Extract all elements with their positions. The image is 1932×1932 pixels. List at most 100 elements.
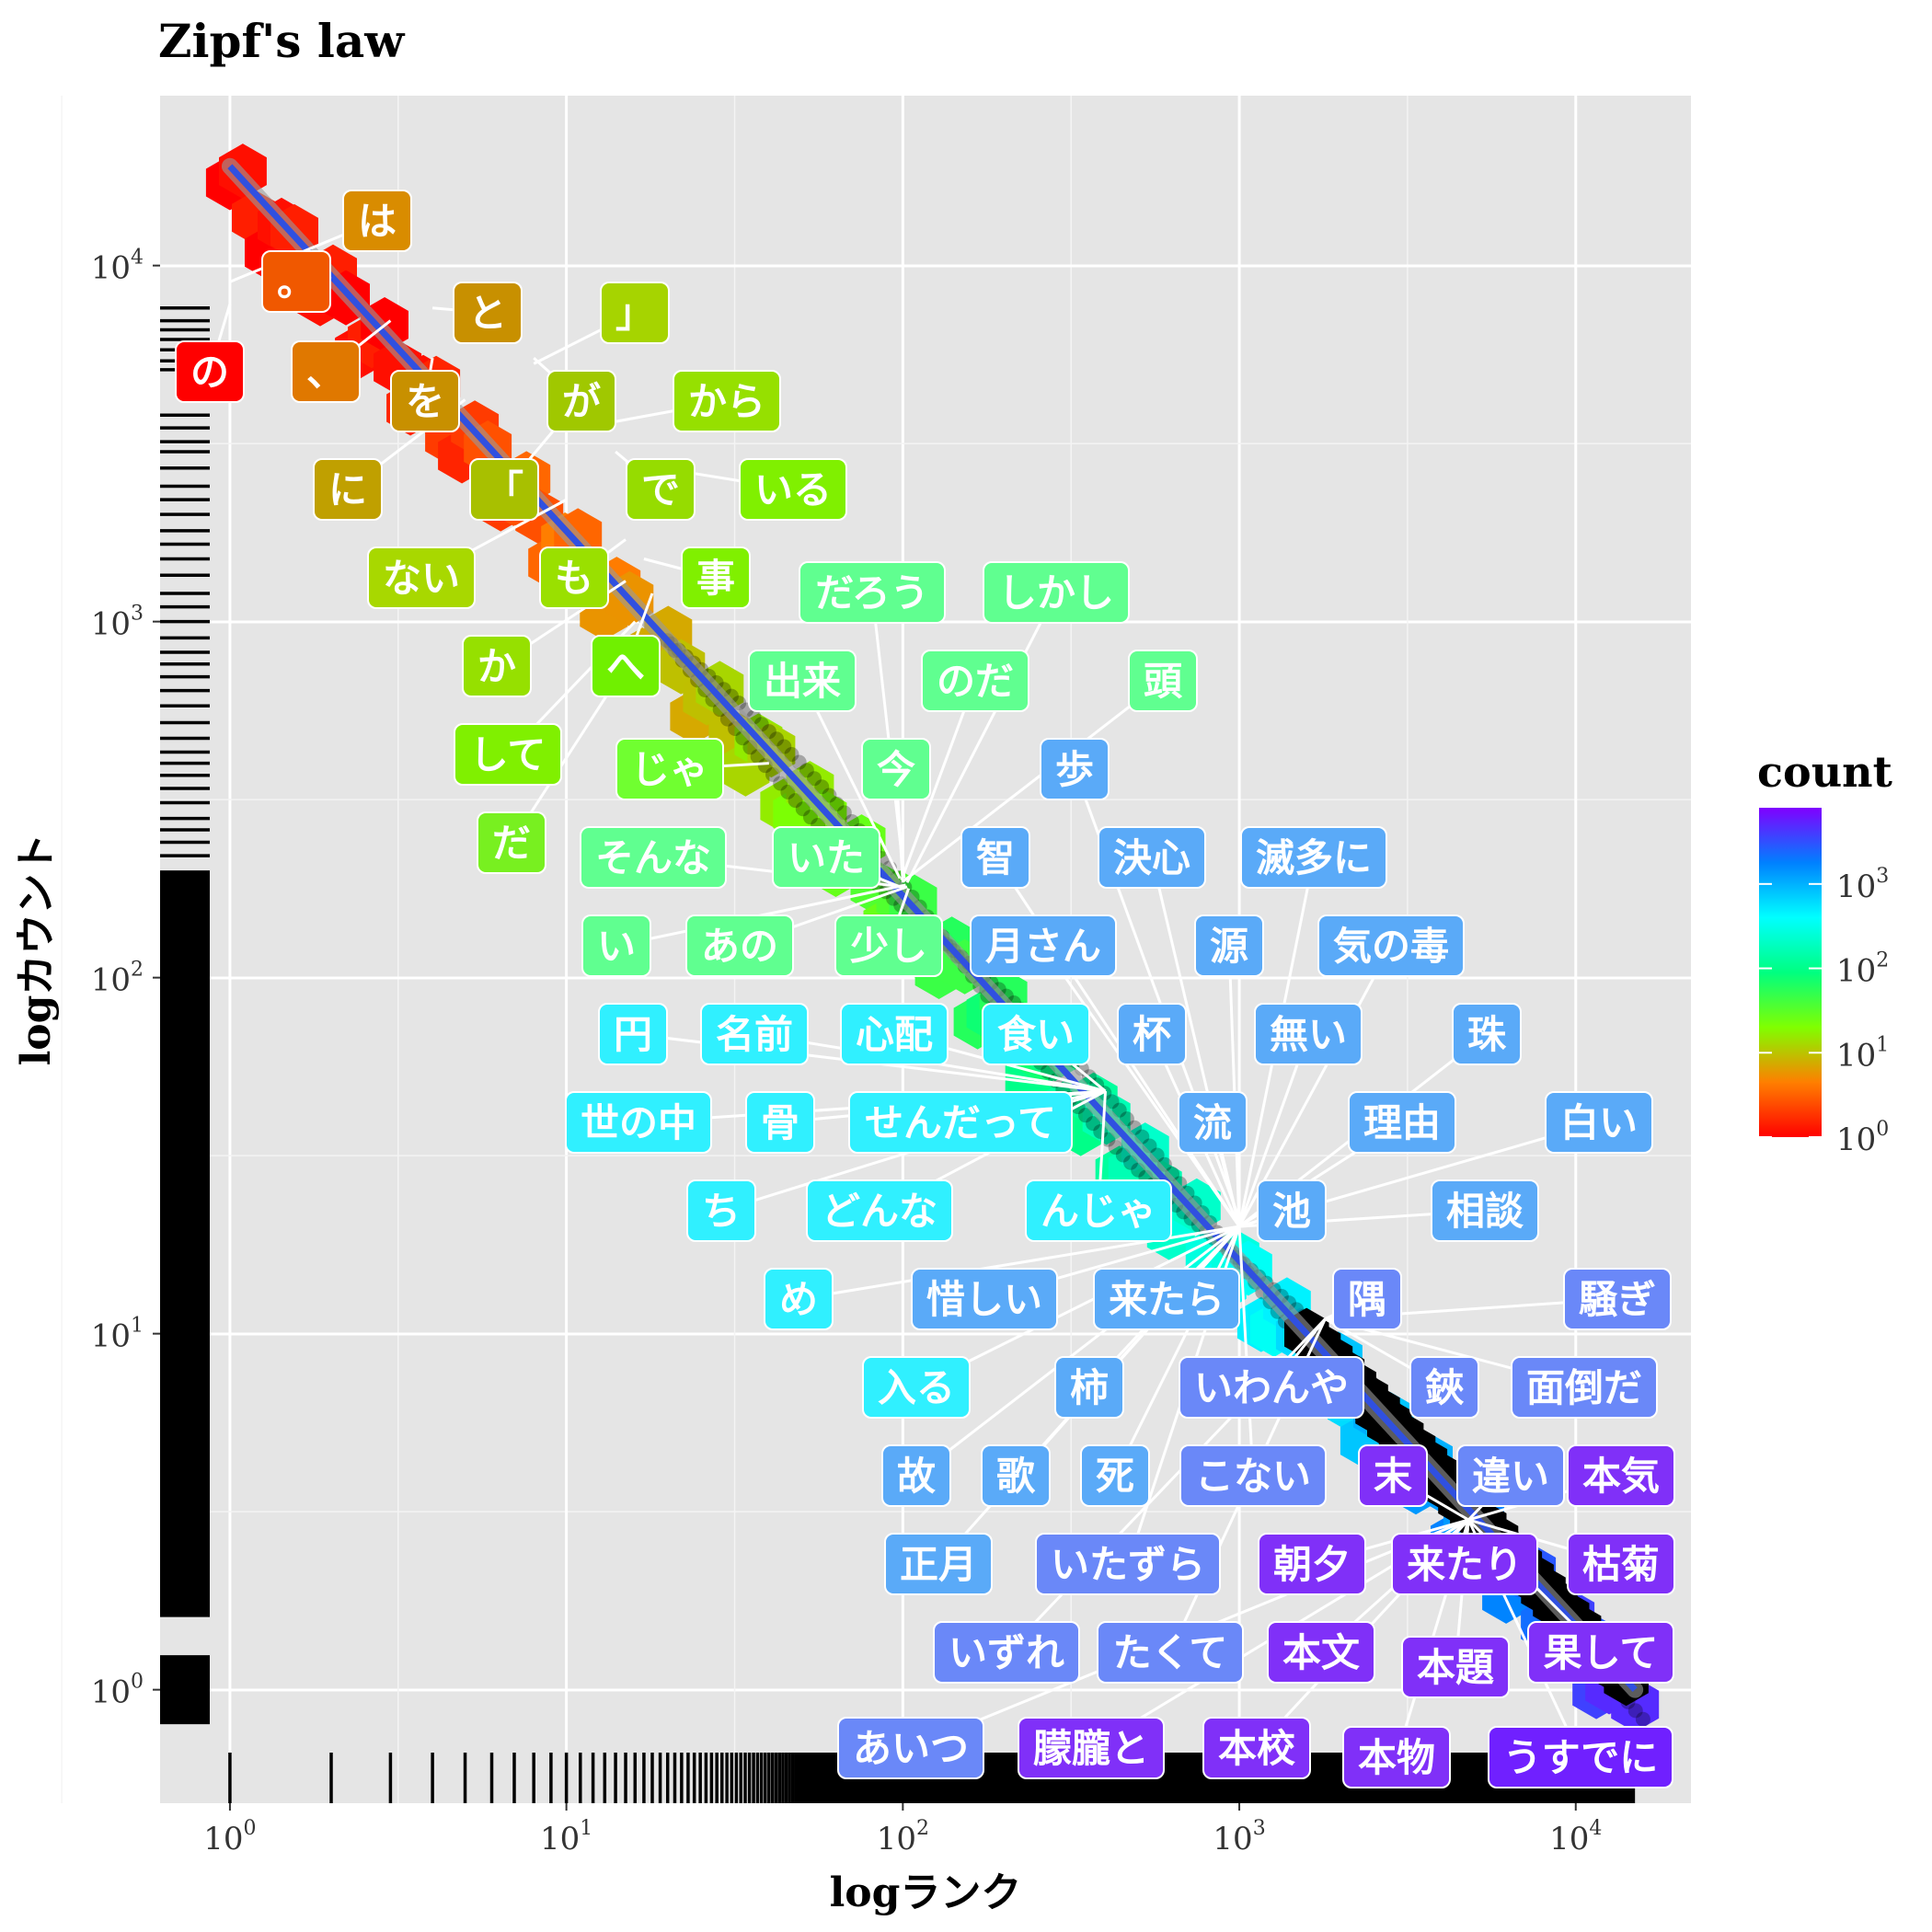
word-label-text: 無い [1270, 1012, 1347, 1057]
word-label-text: こない [1195, 1454, 1311, 1499]
word-label-box [1511, 1356, 1658, 1419]
word-label-box [1452, 1003, 1522, 1065]
word-label-text: へ [606, 644, 645, 689]
y-tick-base: 10 [91, 962, 131, 999]
word-label-text: 食い [997, 1012, 1075, 1057]
word-label-box [313, 458, 383, 521]
word-label-box [342, 190, 412, 252]
scatter-point [1086, 1116, 1101, 1132]
word-label-text: のだ [937, 659, 1014, 704]
word-label-box [1348, 1091, 1456, 1154]
word-label-text: 骨 [761, 1100, 799, 1145]
word-label-box [764, 1268, 834, 1330]
word-label-box [1240, 826, 1387, 889]
word-label-box [748, 650, 857, 712]
word-label-box [1194, 914, 1264, 977]
word-label-text: 惜しい [926, 1277, 1042, 1322]
word-label-text: 来たら [1109, 1277, 1225, 1322]
legend-tick-exp: 0 [1876, 1118, 1889, 1141]
y-tick-base: 10 [91, 250, 131, 287]
word-label-box [1128, 650, 1198, 712]
word-label-text: 「 [485, 467, 523, 512]
x-tick-label: 100 [203, 1817, 256, 1857]
word-label-box [175, 340, 245, 403]
word-label-box [681, 546, 751, 609]
word-label-text: 流 [1193, 1100, 1232, 1145]
scatter-point [1077, 1108, 1093, 1123]
word-label-text: 少し [850, 924, 927, 969]
word-label-text: いわんや [1194, 1365, 1349, 1410]
word-label-box [1358, 1444, 1428, 1507]
word-label-box [1332, 1268, 1402, 1330]
word-label-text: しかし [998, 570, 1114, 615]
x-axis-ticks: 100 101 102 103 104 [203, 1803, 1602, 1857]
word-label-box [581, 914, 651, 977]
x-tick-base: 10 [540, 1821, 580, 1857]
word-label-text: 理由 [1363, 1100, 1441, 1145]
word-label-text: 果して [1544, 1630, 1659, 1675]
word-label-box [700, 1003, 809, 1065]
word-label-text: ち [702, 1189, 741, 1234]
word-label-box [1093, 1268, 1240, 1330]
word-label-text: 頭 [1144, 659, 1183, 704]
legend-tick-label: 101 [1836, 1033, 1889, 1074]
word-label-text: んじゃ [1041, 1189, 1156, 1234]
x-tick-exp: 2 [916, 1817, 929, 1840]
word-label-box [806, 1179, 953, 1242]
x-tick-exp: 0 [244, 1817, 257, 1840]
word-label-text: 、 [306, 350, 345, 395]
word-label-text: 鋏 [1425, 1365, 1465, 1410]
legend-title: count [1757, 747, 1893, 797]
word-label-box [884, 1533, 993, 1595]
word-label-box [772, 826, 880, 889]
x-tick-label: 103 [1213, 1817, 1265, 1857]
word-label-box [546, 370, 616, 432]
y-tick-label: 104 [91, 247, 144, 287]
word-label-box [1257, 1179, 1327, 1242]
word-label-text: 枯菊 [1582, 1542, 1660, 1587]
word-label-text: 智 [976, 835, 1015, 880]
scatter-point [1108, 1140, 1123, 1156]
label-leader-line [1237, 1226, 1255, 1477]
word-label-box [462, 635, 532, 697]
word-label-box [862, 1356, 971, 1419]
scatter-point [822, 788, 837, 803]
scatter-point [1635, 1711, 1650, 1727]
rug-y-one [160, 1655, 210, 1725]
word-label-box [1035, 1533, 1221, 1595]
word-label-box [933, 1621, 1080, 1684]
legend-tick-label: 100 [1836, 1118, 1889, 1158]
x-tick-base: 10 [1213, 1821, 1252, 1857]
y-tick-base: 10 [91, 1674, 131, 1711]
word-label-text: 源 [1210, 924, 1248, 969]
word-label-text: 朦朧と [1033, 1726, 1149, 1771]
word-label-box [1317, 914, 1465, 977]
word-label-text: だろう [815, 570, 928, 615]
legend-tick-base: 10 [1836, 1037, 1876, 1074]
word-label-box [1025, 1179, 1172, 1242]
x-tick-base: 10 [877, 1821, 916, 1857]
word-label-box [1179, 1356, 1364, 1419]
word-label-text: じゃ [631, 747, 708, 792]
scatter-point [1115, 1147, 1131, 1163]
word-label-box [1098, 826, 1206, 889]
word-label-box [477, 811, 546, 874]
word-label-text: 来たり [1407, 1542, 1523, 1587]
word-label-text: も [555, 556, 593, 601]
word-label-text: いた [788, 835, 865, 880]
word-label-box [1080, 1444, 1150, 1507]
word-label-box [580, 826, 727, 889]
word-label-box [1567, 1444, 1675, 1507]
word-label-box [1567, 1533, 1675, 1595]
word-label-text: 杯 [1133, 1012, 1171, 1057]
word-label-text: 故 [897, 1454, 936, 1499]
word-label-box [1040, 738, 1110, 800]
word-label-box [1018, 1717, 1165, 1779]
word-label-text: いる [754, 467, 832, 512]
word-label-box [390, 370, 460, 432]
word-label-box [861, 738, 931, 800]
word-label-text: と [468, 291, 507, 336]
